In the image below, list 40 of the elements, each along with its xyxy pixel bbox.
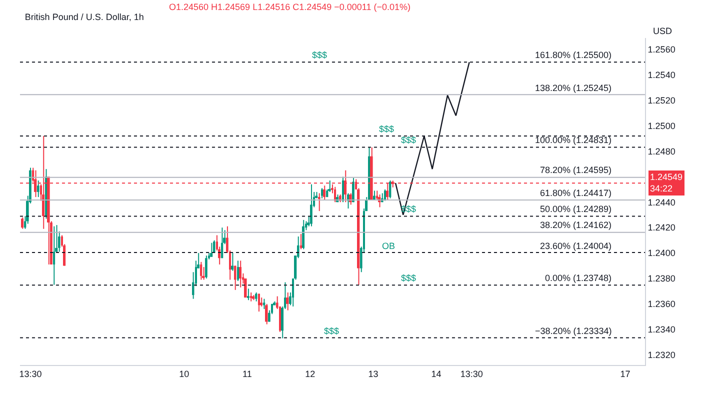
ref-line-label: 23.60% (1.24004) [540, 241, 612, 251]
x-tick-label: 17 [620, 368, 630, 379]
y-tick-label: 1.2560 [648, 44, 676, 55]
x-tick-label: 13:30 [19, 368, 42, 379]
ref-line-label: 161.80% (1.25500) [535, 50, 612, 60]
ref-line-label: 38.20% (1.24162) [540, 220, 612, 230]
y-tick-label: 1.2520 [648, 96, 676, 106]
annotation: 1.24549 34:22 [650, 172, 683, 194]
x-tick-label: 10 [179, 368, 190, 379]
y-tick-label: 1.2340 [648, 324, 676, 335]
annotation: $$$ [401, 273, 416, 283]
ref-line-label: 61.80% (1.24417) [540, 188, 612, 198]
x-tick-label: 12 [305, 368, 316, 379]
y-tick-label: 1.2400 [648, 248, 676, 258]
annotation: $$$ [401, 135, 416, 145]
x-tick-label: 13:30 [460, 368, 483, 379]
ref-line-label: 100.00% (1.24831) [535, 135, 612, 145]
y-axis-title: USD [653, 26, 672, 36]
annotation: $$$ [379, 124, 394, 134]
y-tick-label: 1.2540 [648, 70, 676, 80]
y-tick-label: 1.2500 [648, 120, 676, 131]
y-tick-label: 1.2480 [648, 146, 676, 156]
y-tick-label: 1.2360 [648, 299, 676, 310]
ref-line-label: 0.00% (1.23748) [545, 273, 612, 283]
x-tick-label: 14 [431, 368, 442, 379]
ref-line-label: 138.20% (1.25245) [535, 83, 612, 93]
chart-title: British Pound / U.S. Dollar, 1h [24, 12, 144, 22]
ref-line-label: 50.00% (1.24289) [540, 204, 612, 214]
ref-line-label: 78.20% (1.24595) [540, 165, 612, 175]
chart-subtitle: O1.24560 H1.24569 L1.24516 C1.24549 −0.00011 (−0.01%) [169, 2, 411, 12]
x-tick-label: 13 [368, 368, 378, 379]
annotation: $$$ [312, 50, 328, 60]
y-tick-label: 1.2320 [648, 350, 676, 360]
y-tick-label: 1.2380 [648, 274, 676, 284]
ref-line-label: −38.20% (1.23334) [535, 326, 612, 336]
y-tick-label: 1.2420 [648, 222, 676, 233]
annotation: $$$ [324, 326, 340, 336]
x-tick-label: 11 [242, 368, 252, 379]
y-tick-label: 1.2440 [648, 197, 676, 208]
annotation: OB [382, 241, 396, 251]
